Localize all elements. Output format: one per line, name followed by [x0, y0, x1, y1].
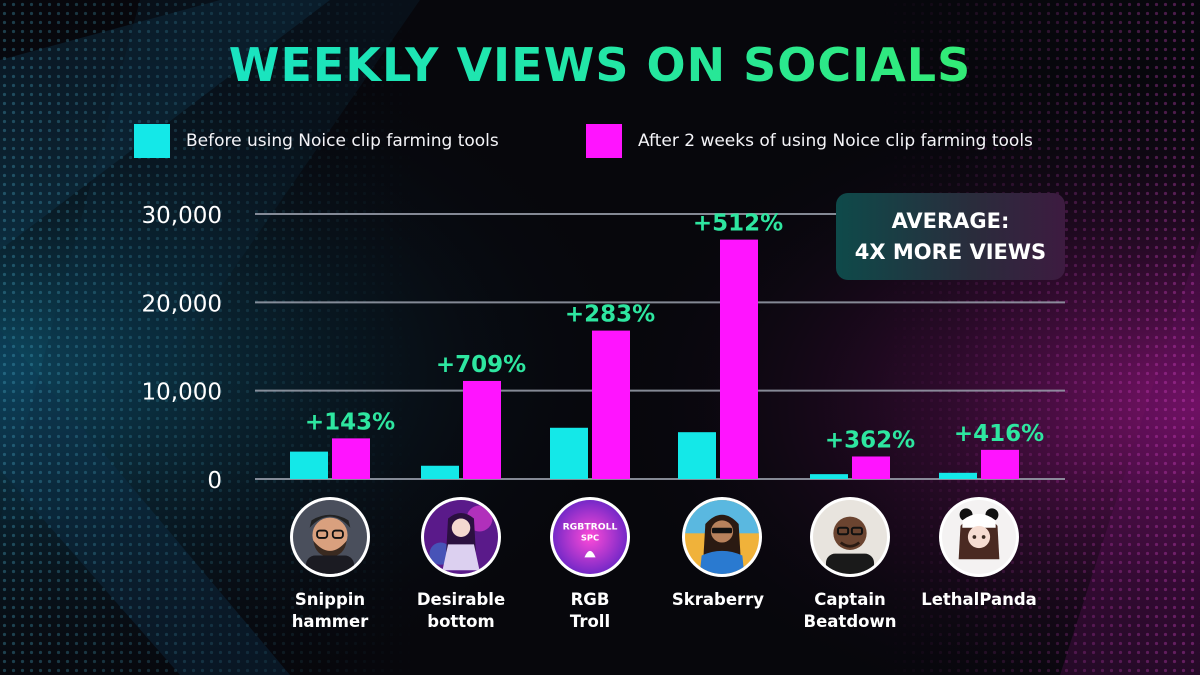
anime-girl-avatar — [424, 500, 498, 574]
average-callout: AVERAGE: 4X MORE VIEWS — [836, 193, 1065, 280]
legend-swatch-before — [134, 124, 170, 158]
woman-sunglasses-avatar — [685, 500, 759, 574]
bar-before — [810, 474, 848, 479]
bar-after — [463, 380, 501, 479]
category-label: Captain Beatdown — [803, 590, 897, 631]
bar-before — [290, 451, 328, 479]
bar-percent-label: +283% — [565, 302, 655, 328]
legend-swatch-after — [586, 124, 622, 158]
bar-percent-label: +709% — [436, 352, 526, 378]
bar-before — [550, 427, 588, 479]
bar-after — [592, 330, 630, 479]
y-tick-label: 30,000 — [142, 203, 222, 229]
category-label: RGB Troll — [569, 590, 611, 631]
avatar — [939, 497, 1019, 577]
average-callout-line1: AVERAGE: — [891, 208, 1010, 233]
legend-item-before: Before using Noice clip farming tools — [134, 124, 499, 158]
man-glasses-avatar — [813, 500, 887, 574]
bar-before — [939, 472, 977, 479]
bar-before — [678, 432, 716, 479]
bearded-man-glasses-avatar — [293, 500, 367, 574]
bar-before — [421, 465, 459, 479]
y-tick-label: 0 — [207, 468, 222, 494]
avatar — [682, 497, 762, 577]
bar-percent-label: +512% — [693, 211, 783, 237]
category-label: Skraberry — [671, 590, 765, 609]
y-tick-label: 20,000 — [142, 291, 222, 317]
y-tick-label: 10,000 — [142, 380, 222, 406]
bar-after — [332, 438, 370, 479]
bar-percent-label: +416% — [954, 421, 1044, 447]
category-label: Snippin hammer — [291, 590, 369, 631]
avatar — [290, 497, 370, 577]
avatar — [421, 497, 501, 577]
chart-title: WEEKLY VIEWS ON SOCIALS — [0, 38, 1200, 92]
bar-after — [981, 449, 1019, 479]
bar-after — [720, 239, 758, 479]
average-callout-line2: 4X MORE VIEWS — [854, 239, 1047, 264]
svg-text:SPC: SPC — [581, 533, 599, 543]
bar-percent-label: +362% — [825, 427, 915, 453]
panda-girl-avatar — [942, 500, 1016, 574]
category-label: LethalPanda — [921, 590, 1037, 609]
legend-item-after: After 2 weeks of using Noice clip farmin… — [586, 124, 1033, 158]
bar-after — [852, 456, 890, 479]
avatar: RGBTROLL SPC — [550, 497, 630, 577]
svg-text:RGBTROLL: RGBTROLL — [563, 522, 618, 533]
legend-label-after: After 2 weeks of using Noice clip farmin… — [638, 131, 1033, 151]
category-label: Desirable bottom — [416, 590, 506, 631]
avatar — [810, 497, 890, 577]
legend-label-before: Before using Noice clip farming tools — [186, 131, 499, 151]
bar-percent-label: +143% — [305, 409, 395, 435]
rgb-troll-logo-avatar: RGBTROLL SPC — [553, 500, 627, 574]
